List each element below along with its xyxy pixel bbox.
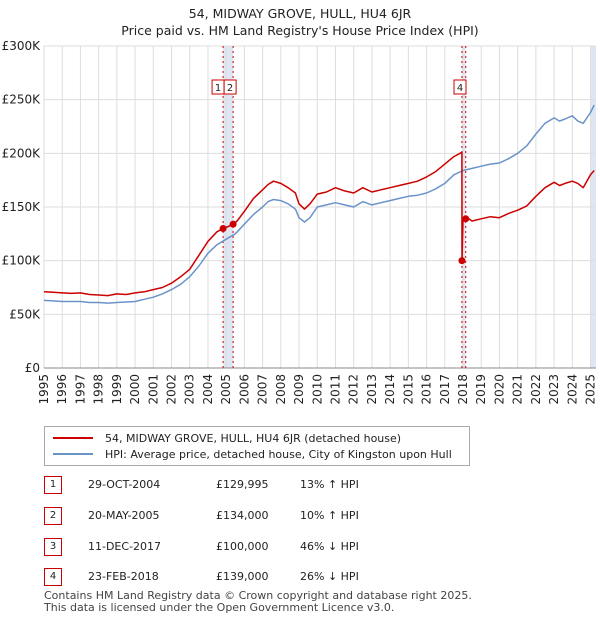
x-tick-label: 1999 bbox=[110, 374, 124, 405]
x-tick-label: 2021 bbox=[511, 374, 525, 405]
sale-point bbox=[229, 220, 237, 228]
x-tick-label: 2022 bbox=[529, 374, 543, 405]
x-tick-label: 2024 bbox=[565, 374, 579, 405]
y-tick-label: £100K bbox=[2, 254, 42, 268]
sale-price: £129,995 bbox=[216, 478, 269, 491]
legend-item-hpi: HPI: Average price, detached house, City… bbox=[53, 446, 452, 462]
x-tick-label: 2019 bbox=[474, 374, 488, 405]
x-tick-label: 2023 bbox=[547, 374, 561, 405]
x-tick-label: 2011 bbox=[328, 374, 342, 405]
sale-row: 2 20-MAY-2005 £134,000 10% ↑ HPI bbox=[44, 507, 464, 527]
x-tick-label: 2008 bbox=[274, 374, 288, 405]
x-tick-label: 2016 bbox=[420, 374, 434, 405]
y-tick-label: £50K bbox=[9, 307, 41, 321]
footer-line-2: This data is licensed under the Open Gov… bbox=[44, 601, 395, 614]
y-axis-ticks: £0 £50K £100K £150K £200K £250K £300K bbox=[2, 39, 42, 375]
y-tick-label: £200K bbox=[2, 146, 42, 160]
x-tick-label: 2017 bbox=[438, 374, 452, 405]
sale-row: 4 23-FEB-2018 £139,000 26% ↓ HPI bbox=[44, 568, 464, 588]
x-tick-label: 2025 bbox=[584, 374, 598, 405]
sale-number-badge: 3 bbox=[44, 538, 62, 556]
x-tick-label: 2009 bbox=[292, 374, 306, 405]
x-tick-label: 2002 bbox=[165, 374, 179, 405]
legend-item-property: 54, MIDWAY GROVE, HULL, HU4 6JR (detache… bbox=[53, 430, 401, 446]
x-tick-label: 2004 bbox=[201, 374, 215, 405]
sale-point bbox=[219, 224, 227, 232]
gridlines bbox=[43, 45, 596, 369]
series-line-hpi bbox=[43, 104, 595, 304]
x-tick-label: 2005 bbox=[219, 374, 233, 405]
x-tick-label: 1998 bbox=[92, 374, 106, 405]
x-tick-label: 1995 bbox=[37, 374, 51, 405]
legend-swatch-hpi bbox=[53, 453, 93, 455]
x-tick-label: 2014 bbox=[383, 374, 397, 405]
sale-price: £100,000 bbox=[216, 540, 269, 553]
x-tick-label: 2018 bbox=[456, 374, 470, 405]
sale-point bbox=[462, 215, 470, 223]
sale-number-badge: 1 bbox=[44, 476, 62, 494]
sale-date: 29-OCT-2004 bbox=[88, 478, 161, 491]
chart-title: 54, MIDWAY GROVE, HULL, HU4 6JR Price pa… bbox=[0, 5, 600, 39]
sale-number-badge: 4 bbox=[44, 568, 62, 586]
sale-hpi-diff: 10% ↑ HPI bbox=[300, 509, 359, 522]
x-tick-label: 1996 bbox=[55, 374, 69, 405]
x-tick-label: 1997 bbox=[73, 374, 87, 405]
sale-hpi-diff: 46% ↓ HPI bbox=[300, 540, 359, 553]
x-tick-label: 2007 bbox=[256, 374, 270, 405]
x-axis-ticks: 1995 1996 1997 1998 1999 2000 2001 2002 2003 2004… bbox=[37, 374, 598, 405]
sale-point bbox=[458, 257, 466, 265]
x-tick-label: 2015 bbox=[401, 374, 415, 405]
title-line-2: Price paid vs. HM Land Registry's House … bbox=[121, 23, 479, 38]
sale-price: £139,000 bbox=[216, 570, 269, 583]
footer: Contains HM Land Registry data © Crown c… bbox=[44, 590, 472, 614]
x-tick-label: 2010 bbox=[310, 374, 324, 405]
marker-box-label: 2 bbox=[227, 83, 233, 94]
sale-date: 23-FEB-2018 bbox=[88, 570, 159, 583]
sale-number-badge: 2 bbox=[44, 507, 62, 525]
legend-swatch-property bbox=[53, 437, 93, 439]
legend: 54, MIDWAY GROVE, HULL, HU4 6JR (detache… bbox=[44, 426, 470, 466]
sale-row: 3 11-DEC-2017 £100,000 46% ↓ HPI bbox=[44, 538, 464, 558]
x-tick-label: 2003 bbox=[183, 374, 197, 405]
marker-box bbox=[453, 79, 467, 95]
legend-label-property: 54, MIDWAY GROVE, HULL, HU4 6JR (detache… bbox=[105, 431, 402, 445]
marker-box-label: 1 bbox=[215, 83, 221, 94]
x-tick-label: 2012 bbox=[347, 374, 361, 405]
marker-box-label: 4 bbox=[457, 83, 463, 94]
sale-points bbox=[219, 215, 470, 265]
sale-date: 20-MAY-2005 bbox=[88, 509, 160, 522]
series-lines bbox=[43, 104, 595, 304]
marker-box bbox=[223, 79, 237, 95]
x-tick-label: 2013 bbox=[365, 374, 379, 405]
series-line-property bbox=[43, 151, 595, 297]
footer-line-1: Contains HM Land Registry data © Crown c… bbox=[44, 589, 472, 602]
y-tick-label: £150K bbox=[2, 200, 42, 214]
title-line-1: 54, MIDWAY GROVE, HULL, HU4 6JR bbox=[188, 6, 412, 21]
x-tick-label: 2001 bbox=[146, 374, 160, 405]
sale-hpi-diff: 13% ↑ HPI bbox=[300, 478, 359, 491]
sale-row: 1 29-OCT-2004 £129,995 13% ↑ HPI bbox=[44, 476, 464, 496]
x-tick-label: 2000 bbox=[128, 374, 142, 405]
sale-price: £134,000 bbox=[216, 509, 269, 522]
y-tick-label: £0 bbox=[25, 361, 40, 375]
legend-label-hpi: HPI: Average price, detached house, City… bbox=[105, 447, 452, 461]
x-tick-label: 2020 bbox=[492, 374, 506, 405]
sale-date: 11-DEC-2017 bbox=[88, 540, 162, 553]
y-tick-label: £250K bbox=[2, 93, 42, 107]
x-tick-label: 2006 bbox=[237, 374, 251, 405]
sale-hpi-diff: 26% ↓ HPI bbox=[300, 570, 359, 583]
y-tick-label: £300K bbox=[2, 39, 42, 53]
